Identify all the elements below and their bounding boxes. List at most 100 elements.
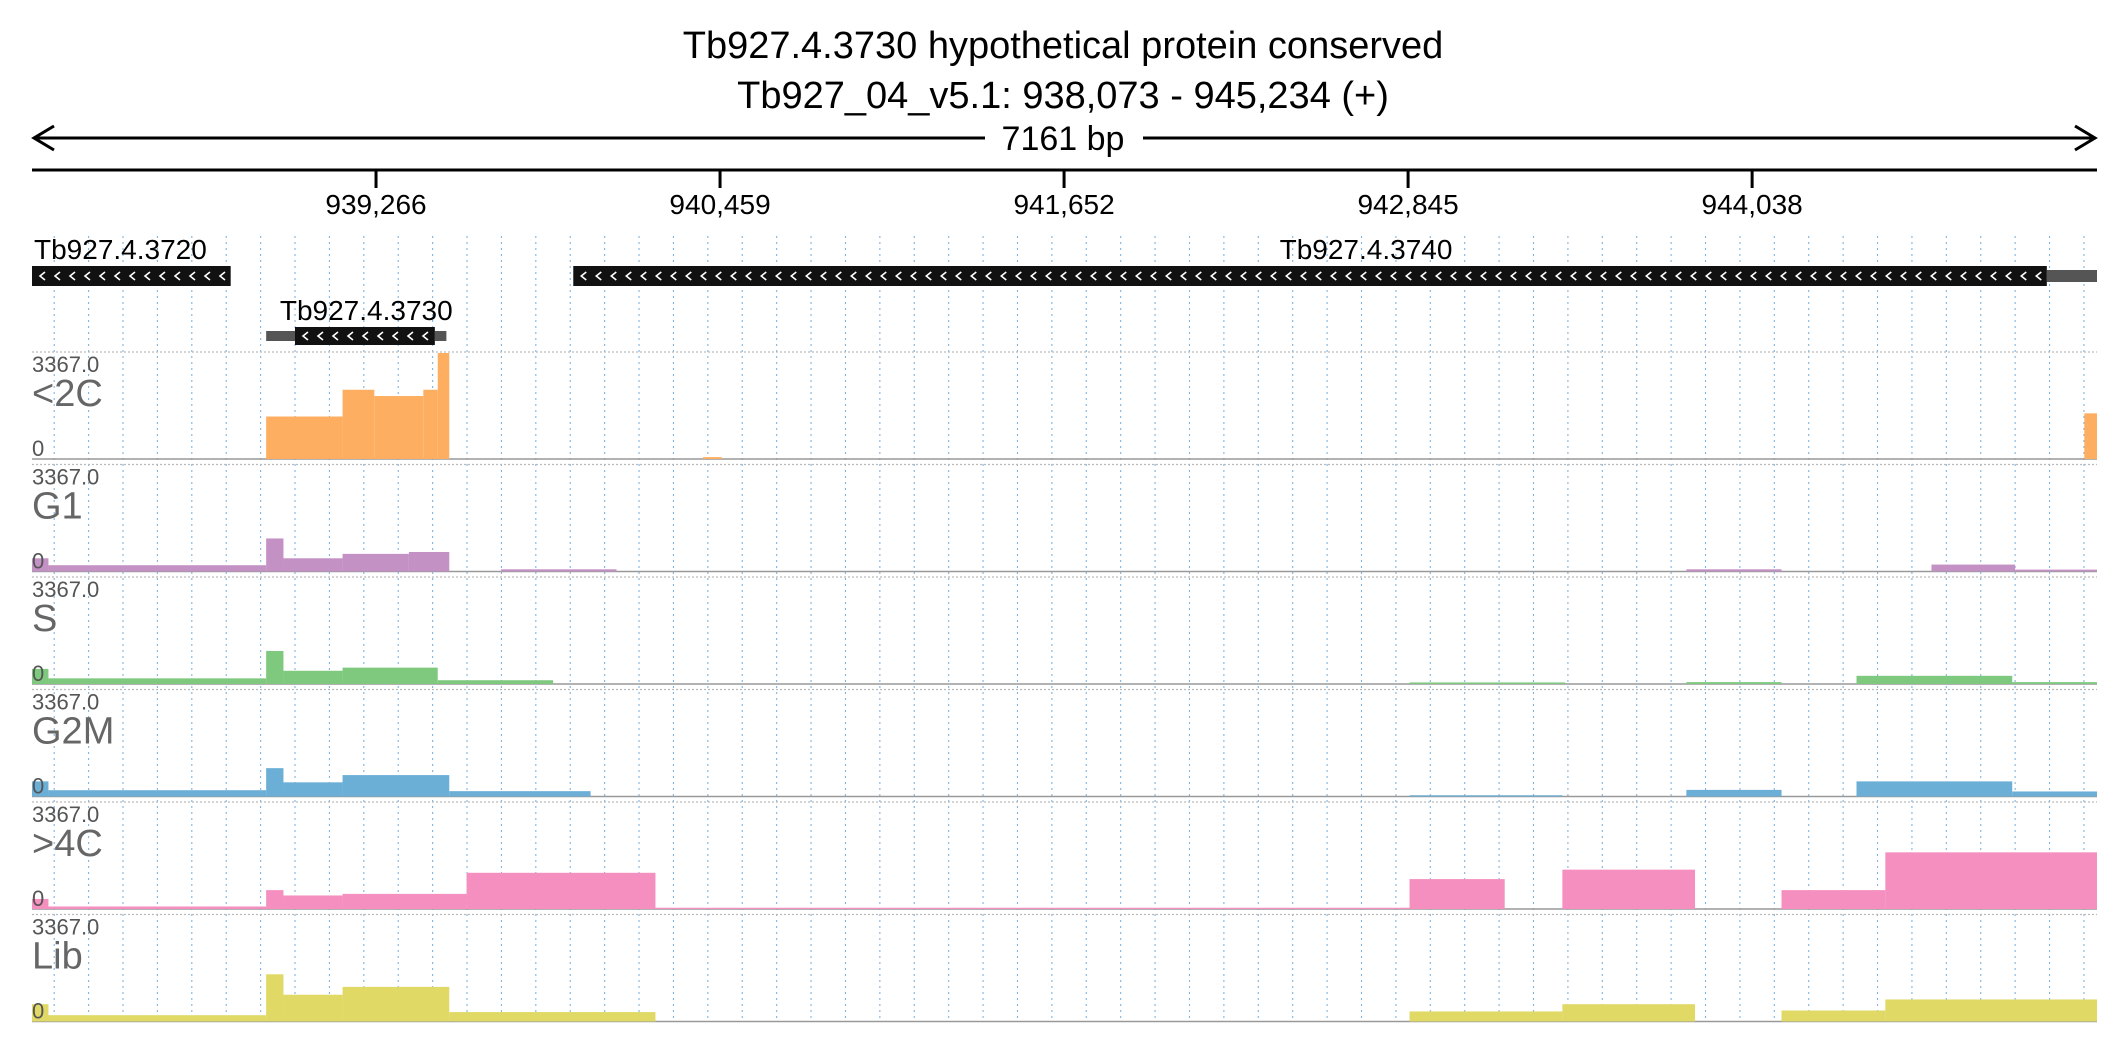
strand-chevron bbox=[969, 271, 977, 281]
axis-tick-label: 942,845 bbox=[1357, 189, 1458, 220]
strand-chevron bbox=[218, 271, 226, 281]
coverage-bar bbox=[374, 396, 424, 459]
strand-chevron bbox=[1509, 271, 1517, 281]
strand-chevron bbox=[804, 271, 812, 281]
strand-chevron bbox=[609, 271, 617, 281]
strand-chevron bbox=[158, 271, 166, 281]
coverage-bar bbox=[283, 895, 343, 909]
strand-chevron bbox=[98, 271, 106, 281]
strand-chevron bbox=[1944, 271, 1952, 281]
strand-chevron bbox=[113, 271, 121, 281]
strand-chevron bbox=[1464, 271, 1472, 281]
track-name: <2C bbox=[32, 373, 103, 415]
strand-chevron bbox=[1989, 271, 1997, 281]
strand-chevron bbox=[1899, 271, 1907, 281]
strand-chevron bbox=[714, 271, 722, 281]
track-name: S bbox=[32, 598, 57, 640]
track-ymax-label: 3367.0 bbox=[32, 690, 99, 715]
ruler-arrow-left bbox=[31, 124, 55, 152]
strand-chevron bbox=[1629, 271, 1637, 281]
strand-chevron bbox=[924, 271, 932, 281]
coverage-bar bbox=[437, 680, 554, 684]
track-ymin-label: 0 bbox=[32, 999, 44, 1024]
coverage-bar bbox=[342, 667, 438, 684]
strand-chevron bbox=[1929, 271, 1937, 281]
coverage-bar bbox=[437, 353, 450, 459]
strand-chevron bbox=[1014, 271, 1022, 281]
coverage-bar bbox=[501, 569, 617, 572]
strand-chevron bbox=[1149, 271, 1157, 281]
gene-label: Tb927.4.3740 bbox=[1280, 234, 1453, 265]
strand-chevron bbox=[1704, 271, 1712, 281]
strand-chevron bbox=[1884, 271, 1892, 281]
track-name: >4C bbox=[32, 823, 103, 865]
span-length-label: 7161 bp bbox=[1002, 120, 1125, 158]
strand-chevron bbox=[1824, 271, 1832, 281]
track-ymax-label: 3367.0 bbox=[32, 915, 99, 940]
strand-chevron bbox=[864, 271, 872, 281]
coverage-bar bbox=[1856, 675, 2013, 684]
track-ymin-label: 0 bbox=[32, 774, 44, 799]
strand-chevron bbox=[879, 271, 887, 281]
strand-chevron bbox=[53, 271, 61, 281]
strand-chevron bbox=[894, 271, 902, 281]
strand-chevron bbox=[579, 271, 587, 281]
coverage-bar bbox=[1409, 879, 1505, 909]
strand-chevron bbox=[1734, 271, 1742, 281]
strand-chevron bbox=[188, 271, 196, 281]
coordinate-axis: 939,266 940,459 941,652 942,845 944,038 bbox=[32, 168, 2097, 220]
track-name: G1 bbox=[32, 486, 83, 528]
gene-label: Tb927.4.3720 bbox=[34, 234, 207, 265]
strand-chevron bbox=[1719, 271, 1727, 281]
strand-chevron bbox=[1404, 271, 1412, 281]
coverage-bar bbox=[266, 768, 284, 797]
coverage-track: 3367.0S 0 bbox=[32, 576, 2097, 686]
strand-chevron bbox=[639, 271, 647, 281]
coverage-bar bbox=[48, 565, 267, 572]
strand-chevron bbox=[391, 331, 399, 341]
track-ymax-label: 3367.0 bbox=[32, 802, 99, 827]
coverage-bar bbox=[703, 457, 722, 459]
coverage-bar bbox=[283, 558, 343, 572]
strand-chevron bbox=[2034, 271, 2042, 281]
strand-chevron bbox=[1434, 271, 1442, 281]
coverage-bar bbox=[1931, 564, 2016, 572]
strand-chevron bbox=[1119, 271, 1127, 281]
coverage-bar bbox=[449, 791, 591, 797]
strand-chevron bbox=[1539, 271, 1547, 281]
coverage-bar bbox=[1409, 1011, 1563, 1022]
strand-chevron bbox=[1749, 271, 1757, 281]
coverage-bar bbox=[1409, 795, 1563, 797]
strand-chevron bbox=[1554, 271, 1562, 281]
strand-chevron bbox=[699, 271, 707, 281]
coverage-bar bbox=[2012, 791, 2097, 797]
coverage-bar bbox=[342, 986, 450, 1022]
strand-chevron bbox=[654, 271, 662, 281]
strand-chevron bbox=[1869, 271, 1877, 281]
track-ymin-label: 0 bbox=[32, 436, 44, 461]
strand-chevron bbox=[2004, 271, 2012, 281]
strand-chevron bbox=[1224, 271, 1232, 281]
gene-utr bbox=[434, 331, 447, 341]
coverage-tracks: 3367.0<2C03367.0G103367.0S03367.0G2M0336… bbox=[32, 351, 2097, 1024]
strand-chevron bbox=[1314, 271, 1322, 281]
chart-title: Tb927.4.3730 hypothetical protein conser… bbox=[683, 25, 1444, 67]
gene-cds bbox=[573, 266, 2047, 286]
strand-chevron bbox=[1599, 271, 1607, 281]
coverage-bar bbox=[423, 389, 438, 459]
strand-chevron bbox=[346, 331, 354, 341]
gene-feature: Tb927.4.3730 bbox=[266, 295, 453, 345]
coverage-bar bbox=[1856, 781, 2013, 797]
strand-chevron bbox=[1239, 271, 1247, 281]
strand-chevron bbox=[2019, 271, 2027, 281]
coverage-bar bbox=[342, 775, 450, 797]
track-ymax-label: 3367.0 bbox=[32, 577, 99, 602]
coverage-bar bbox=[48, 1015, 267, 1022]
strand-chevron bbox=[1479, 271, 1487, 281]
strand-chevron bbox=[1569, 271, 1577, 281]
gene-utr bbox=[2046, 270, 2097, 282]
coverage-bar bbox=[1562, 869, 1696, 909]
track-ymax-label: 3367.0 bbox=[32, 465, 99, 490]
